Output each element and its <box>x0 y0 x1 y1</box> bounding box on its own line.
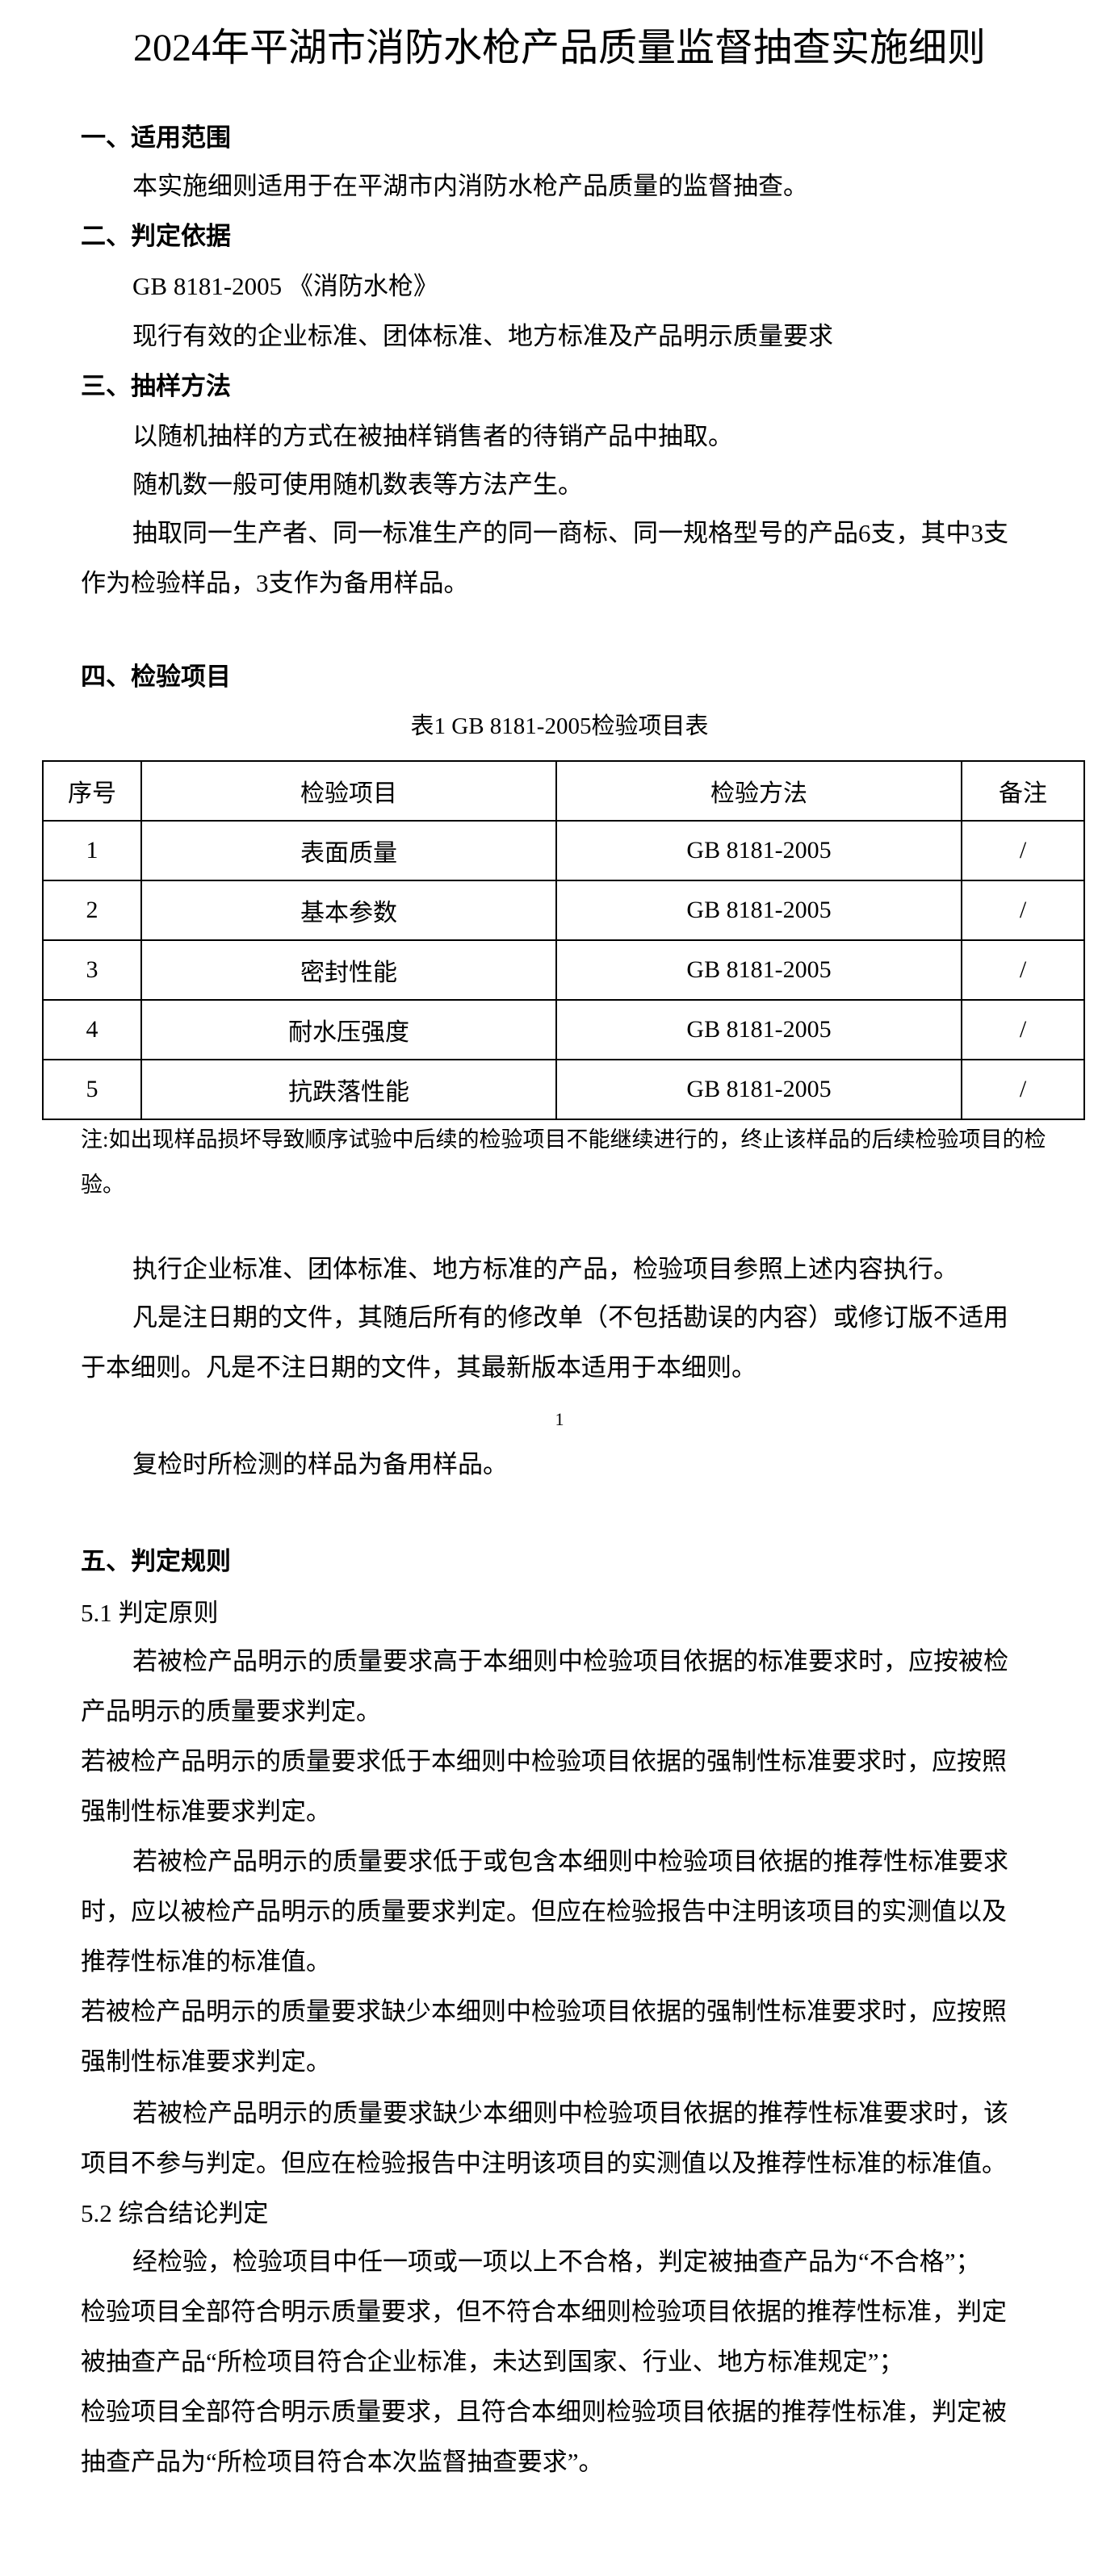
table-cell: / <box>961 1059 1085 1120</box>
paragraph: 复检时所检测的样品为备用样品。 <box>132 1450 508 1478</box>
paragraph: 检验项目全部符合明示质量要求，但不符合本细则检验项目依据的推荐性标准，判定被抽查… <box>81 2298 1007 2376</box>
table-cell: / <box>961 939 1085 1001</box>
paragraph: 现行有效的企业标准、团体标准、地方标准及产品明示质量要求 <box>132 322 833 350</box>
table-cell: 4 <box>42 999 142 1060</box>
column-header: 序号 <box>42 760 142 822</box>
table-note: 注:如出现样品损坏导致顺序试验中后续的检验项目不能继续进行的，终止该样品的后续检… <box>81 1127 1046 1197</box>
table-caption: 表1 GB 8181-2005检验项目表 <box>410 713 709 739</box>
table-cell: GB 8181-2005 <box>555 820 962 881</box>
table-cell: / <box>961 880 1085 941</box>
table-cell: / <box>961 820 1085 881</box>
table-row: 4 耐水压强度 GB 8181-2005 / <box>42 999 1085 1060</box>
table-cell: GB 8181-2005 <box>555 1059 962 1120</box>
column-header: 备注 <box>961 760 1085 822</box>
section-heading-sampling: 三、抽样方法 <box>81 372 231 400</box>
paragraph: 随机数一般可使用随机数表等方法产生。 <box>132 470 583 499</box>
table-header-row: 序号 检验项目 检验方法 备注 <box>42 760 1085 822</box>
table-cell: 密封性能 <box>140 939 557 1001</box>
paragraph: 抽取同一生产者、同一标准生产的同一商标、同一规格型号的产品6支，其中3支作为检验… <box>81 519 1008 597</box>
table-cell: 2 <box>42 880 142 941</box>
paragraph: 执行企业标准、团体标准、地方标准的产品，检验项目参照上述内容执行。 <box>132 1255 958 1283</box>
table-cell: 1 <box>42 820 142 881</box>
paragraph: GB 8181-2005 《消防水枪》 <box>132 272 438 300</box>
table-cell: 耐水压强度 <box>140 999 557 1060</box>
section-heading-rules: 五、判定规则 <box>81 1547 231 1575</box>
subsection-heading: 5.2 综合结论判定 <box>81 2199 269 2227</box>
paragraph: 若被检产品明示的质量要求缺少本细则中检验项目依据的推荐性标准要求时，该项目不参与… <box>81 2099 1008 2177</box>
table-cell: 表面质量 <box>140 820 557 881</box>
table-cell: GB 8181-2005 <box>555 999 962 1060</box>
column-header: 检验项目 <box>140 760 557 822</box>
table-row: 2 基本参数 GB 8181-2005 / <box>42 880 1085 941</box>
table-cell: 5 <box>42 1059 142 1120</box>
table-cell: 3 <box>42 939 142 1001</box>
paragraph: 检验项目全部符合明示质量要求，且符合本细则检验项目依据的推荐性标准，判定被抽查产… <box>81 2398 1007 2476</box>
section-heading-scope: 一、适用范围 <box>81 123 231 152</box>
column-header: 检验方法 <box>555 760 962 822</box>
table-row: 5 抗跌落性能 GB 8181-2005 / <box>42 1059 1085 1120</box>
paragraph: 经检验，检验项目中任一项或一项以上不合格，判定被抽查产品为“不合格”； <box>132 2248 981 2276</box>
paragraph: 若被检产品明示的质量要求低于或包含本细则中检验项目依据的推荐性标准要求时，应以被… <box>81 1847 1008 1976</box>
subsection-heading: 5.1 判定原则 <box>81 1599 219 1627</box>
table-cell: 基本参数 <box>140 880 557 941</box>
paragraph: 若被检产品明示的质量要求缺少本细则中检验项目依据的强制性标准要求时，应按照强制性… <box>81 1997 1007 2076</box>
table-cell: GB 8181-2005 <box>555 880 962 941</box>
document-title: 2024年平湖市消防水枪产品质量监督抽查实施细则 <box>132 27 986 69</box>
paragraph: 凡是注日期的文件，其随后所有的修改单（不包括勘误的内容）或修订版不适用于本细则。… <box>81 1303 1008 1382</box>
paragraph: 若被检产品明示的质量要求低于本细则中检验项目依据的强制性标准要求时，应按照强制性… <box>81 1747 1007 1825</box>
inspection-items-table: 序号 检验项目 检验方法 备注 1 表面质量 GB 8181-2005 / 2 … <box>42 760 1085 1120</box>
table-row: 3 密封性能 GB 8181-2005 / <box>42 939 1085 1001</box>
table-row: 1 表面质量 GB 8181-2005 / <box>42 820 1085 881</box>
section-heading-items: 四、检验项目 <box>81 663 231 691</box>
paragraph: 若被检产品明示的质量要求高于本细则中检验项目依据的标准要求时，应按被检产品明示的… <box>81 1647 1008 1725</box>
page-number: 1 <box>555 1409 564 1429</box>
table-cell: GB 8181-2005 <box>555 939 962 1001</box>
paragraph: 本实施细则适用于在平湖市内消防水枪产品质量的监督抽查。 <box>132 172 808 200</box>
paragraph: 以随机抽样的方式在被抽样销售者的待销产品中抽取。 <box>132 422 733 450</box>
table-cell: / <box>961 999 1085 1060</box>
table-cell: 抗跌落性能 <box>140 1059 557 1120</box>
section-heading-basis: 二、判定依据 <box>81 222 231 250</box>
